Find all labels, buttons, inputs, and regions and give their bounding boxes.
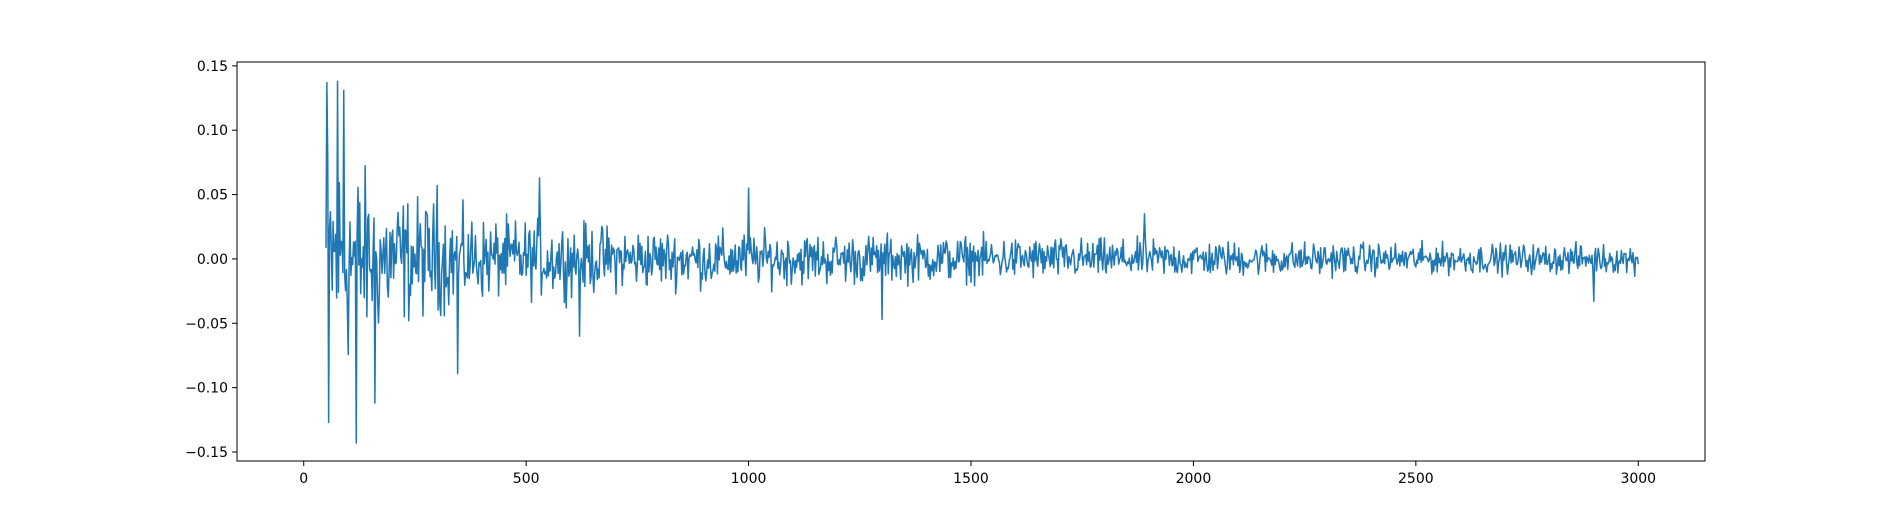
series-line [325,80,1640,444]
y-tick-label: −0.15 [185,445,228,461]
y-tick-label: 0.00 [197,252,228,268]
x-tick-label: 500 [513,471,540,487]
y-tick-label: 0.10 [197,123,228,139]
y-tick-label: 0.15 [197,59,228,75]
x-tick-label: 2000 [1176,471,1212,487]
x-tick-label: 1500 [953,471,989,487]
series-layer [325,80,1640,444]
x-tick-label: 3000 [1620,471,1656,487]
y-tick-label: −0.05 [185,316,228,332]
x-tick-label: 2500 [1398,471,1434,487]
x-tick-label: 1000 [731,471,767,487]
x-tick-label: 0 [299,471,308,487]
x-axis: 0 500 1000 1500 2000 2500 3000 [299,461,1656,487]
y-tick-label: −0.10 [185,381,228,397]
y-axis: −0.15 −0.10 −0.05 0.00 0.05 0.10 0.15 [185,59,237,461]
y-tick-label: 0.05 [197,188,228,204]
